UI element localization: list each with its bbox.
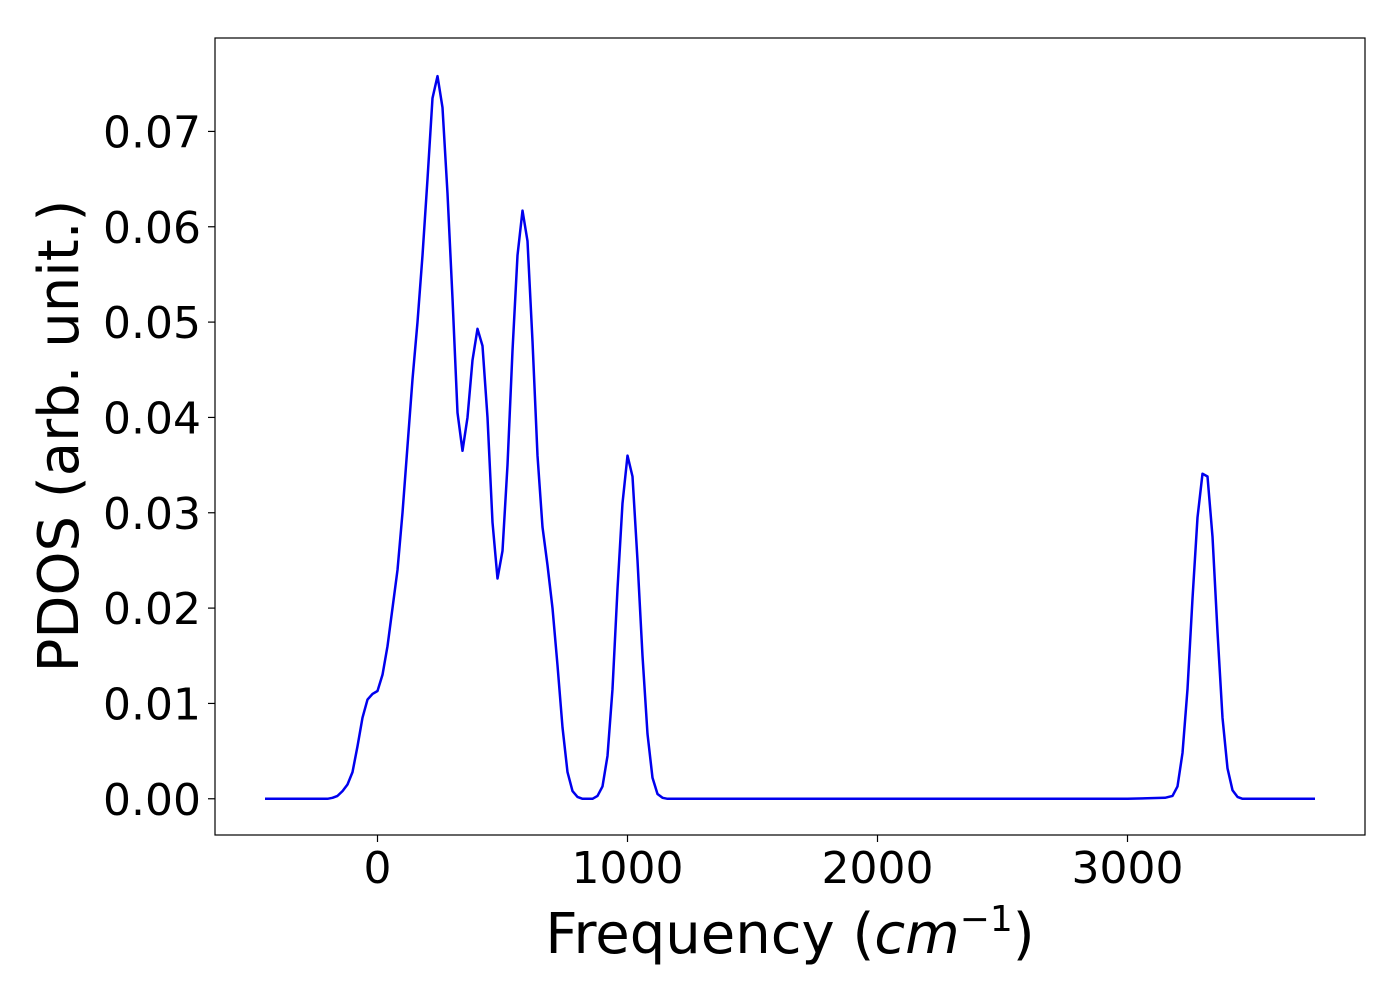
y-tick-label: 0.01: [103, 679, 201, 730]
x-tick-label: 3000: [1072, 843, 1184, 894]
y-tick-label: 0.06: [103, 203, 201, 254]
y-axis-label: PDOS (arb. unit.): [27, 200, 92, 673]
y-tick-label: 0.05: [103, 298, 201, 349]
y-tick-label: 0.02: [103, 584, 201, 635]
y-tick-label: 0.04: [103, 393, 201, 444]
pdos-series-line: [265, 74, 1315, 801]
plot-area: [265, 74, 1315, 801]
plot-frame: [214, 37, 1366, 836]
y-tick-label: 0.00: [103, 775, 201, 826]
y-tick-label: 0.07: [103, 107, 201, 158]
x-tick-label: 2000: [822, 843, 934, 894]
x-tick-label: 0: [364, 843, 392, 894]
x-tick-label: 1000: [572, 843, 684, 894]
y-tick-label: 0.03: [103, 489, 201, 540]
y-axis-ticks: 0.00 0.01 0.02 0.03 0.04 0.05 0.06 0.07: [103, 107, 215, 826]
x-axis-label: Frequency (cm−1): [545, 899, 1034, 967]
x-axis-ticks: 0 1000 2000 3000: [364, 835, 1184, 894]
